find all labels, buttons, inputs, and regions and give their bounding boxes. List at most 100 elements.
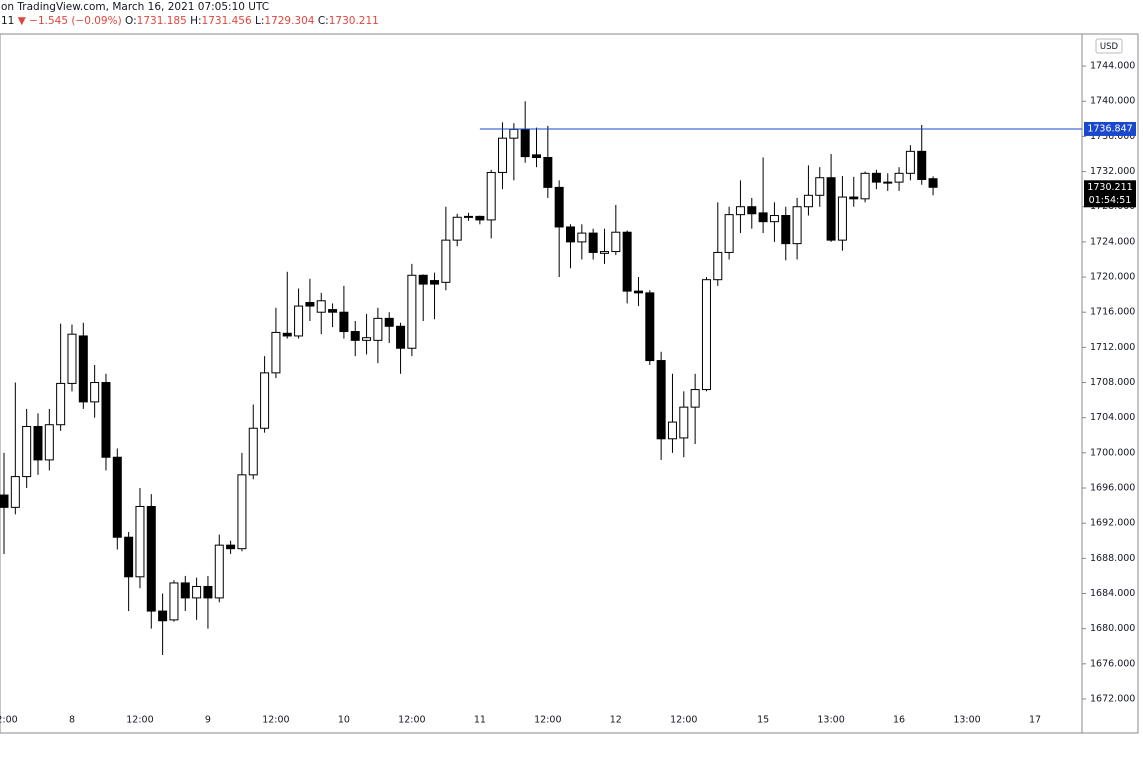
candle-body: [509, 128, 519, 139]
ohlc-key: O:: [125, 15, 137, 27]
x-tick-label: 12:00: [126, 715, 153, 726]
header-line2: 11 ▼ −1.545 (−0.09%) O:1731.185 H:1731.4…: [0, 14, 1143, 28]
candle-body: [815, 177, 825, 196]
candle-body: [611, 231, 621, 253]
y-tick-label: 1712.000: [1090, 342, 1135, 353]
candle-body: [101, 382, 111, 458]
candle-body: [826, 177, 836, 241]
y-tick-label: 1700.000: [1090, 447, 1135, 458]
candle-body: [543, 157, 553, 188]
candle-body: [622, 231, 632, 292]
candle-body: [486, 171, 496, 221]
candle-body: [464, 215, 474, 218]
x-tick-label: 17: [1029, 715, 1041, 726]
candle-body: [248, 427, 258, 476]
x-tick-label: 12:00: [670, 715, 697, 726]
change-arrow: ▼: [17, 15, 26, 27]
candle-body: [22, 425, 32, 478]
change: −1.545 (−0.09%): [29, 15, 122, 27]
candle-body: [917, 150, 927, 180]
ohlc-key: C:: [317, 15, 329, 27]
candle-body: [203, 585, 213, 599]
candle-body: [792, 206, 802, 245]
y-tick-label: 1740.000: [1090, 96, 1135, 107]
y-tick-label: 1716.000: [1090, 307, 1135, 318]
y-tick-label: 1720.000: [1090, 272, 1135, 283]
x-tick-label: 12:00: [398, 715, 425, 726]
candle-body: [169, 582, 179, 621]
candle-body: [214, 544, 224, 599]
candle-body: [56, 382, 66, 426]
y-tick-label: 1688.000: [1090, 553, 1135, 564]
symbol: 11: [1, 15, 15, 27]
candle-body: [237, 474, 247, 550]
ohlc-value: 1731.456: [201, 15, 252, 27]
x-tick-label: 16: [893, 715, 905, 726]
x-tick-label: 15: [757, 715, 769, 726]
y-tick-label: 1704.000: [1090, 412, 1135, 423]
y-tick-label: 1724.000: [1090, 236, 1135, 247]
candle-body: [192, 585, 202, 599]
candle-body: [747, 206, 757, 215]
last-price-label: 1730.211: [1087, 182, 1132, 193]
candle-body: [0, 494, 9, 508]
candle-body: [656, 360, 666, 440]
candle-body: [701, 279, 711, 391]
candle-body: [441, 239, 451, 283]
candle-body: [520, 128, 530, 158]
x-tick-label: 13:00: [817, 715, 844, 726]
candle-body: [67, 333, 77, 384]
candle-body: [724, 214, 734, 253]
candle-body: [271, 331, 281, 374]
ohlc-value: 1731.185: [136, 15, 187, 27]
candle-body: [769, 215, 779, 223]
candle-body: [781, 215, 791, 245]
currency: USD: [1100, 42, 1119, 52]
candle-body: [905, 150, 915, 174]
ohlc-key: H:: [190, 15, 202, 27]
candle-body: [10, 476, 20, 508]
candle-body: [849, 196, 859, 200]
candle-body: [894, 172, 904, 183]
candle-body: [44, 424, 54, 461]
frame: [0, 33, 1139, 734]
candle-body: [690, 389, 700, 408]
candle-body: [112, 456, 122, 538]
last-price-box: [1084, 180, 1136, 208]
x-tick-label: 12:00: [0, 715, 18, 726]
candle-body: [384, 317, 394, 327]
candle-body: [362, 337, 372, 341]
header: on TradingView.com, March 16, 2021 07:05…: [0, 0, 1143, 34]
candle-body: [350, 331, 360, 341]
ohlc-value: 1730.211: [328, 15, 379, 27]
countdown: 01:54:51: [1089, 195, 1132, 206]
x-tick-label: 9: [205, 715, 211, 726]
y-tick-label: 1672.000: [1090, 693, 1135, 704]
y-tick-label: 1684.000: [1090, 588, 1135, 599]
y-tick-label: 1696.000: [1090, 483, 1135, 494]
candle-body: [373, 317, 383, 341]
candle-body: [407, 274, 417, 349]
candle-body: [679, 406, 689, 439]
candle-body: [803, 194, 813, 208]
x-tick-label: 12:00: [534, 715, 561, 726]
candle-body: [316, 300, 326, 313]
candle-body: [180, 582, 190, 599]
candle-body: [758, 212, 768, 223]
candle-body: [396, 325, 406, 349]
x-tick-label: 8: [69, 715, 75, 726]
candle-body: [78, 335, 88, 403]
candle-body: [498, 137, 508, 173]
candle-body: [633, 290, 643, 294]
candle-body: [532, 154, 542, 159]
candle-body: [135, 505, 145, 578]
y-tick-label: 1732.000: [1090, 166, 1135, 177]
candle-body: [33, 425, 43, 461]
candle-body: [339, 311, 349, 333]
candle-body: [860, 172, 870, 200]
y-tick-label: 1692.000: [1090, 518, 1135, 529]
x-tick-label: 13:00: [953, 715, 980, 726]
ohlc-key: L:: [255, 15, 265, 27]
